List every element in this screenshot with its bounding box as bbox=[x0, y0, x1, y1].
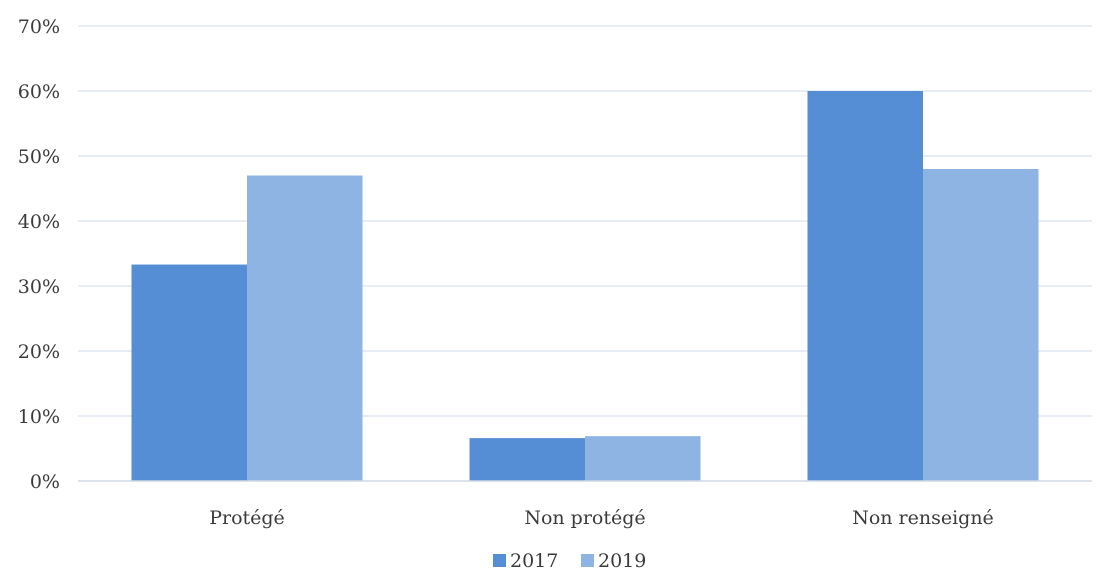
y-tick-label: 0% bbox=[30, 471, 60, 493]
bar-2019-1 bbox=[247, 175, 363, 481]
legend-label-2019: 2019 bbox=[598, 550, 646, 572]
bar-2017-3 bbox=[807, 91, 923, 481]
x-category-label: Protégé bbox=[209, 507, 285, 529]
y-tick-label: 50% bbox=[18, 146, 60, 168]
x-category-label: Non renseigné bbox=[852, 507, 994, 529]
bar-2017-2 bbox=[469, 438, 585, 481]
y-tick-label: 30% bbox=[18, 276, 60, 298]
bars bbox=[131, 91, 1039, 481]
legend-label-2017: 2017 bbox=[510, 550, 558, 572]
bar-2019-3 bbox=[923, 169, 1039, 481]
bar-2017-1 bbox=[131, 264, 247, 481]
y-tick-label: 60% bbox=[18, 81, 60, 103]
x-axis: Protégé Non protégé Non renseigné bbox=[209, 507, 994, 529]
legend-swatch-2017 bbox=[493, 554, 506, 567]
legend-swatch-2019 bbox=[581, 554, 594, 567]
y-tick-label: 40% bbox=[18, 211, 60, 233]
legend: 2017 2019 bbox=[493, 550, 646, 572]
x-category-label: Non protégé bbox=[524, 507, 645, 529]
bar-2019-2 bbox=[585, 436, 701, 481]
y-tick-label: 10% bbox=[18, 406, 60, 428]
y-tick-label: 20% bbox=[18, 341, 60, 363]
y-tick-label: 70% bbox=[18, 16, 60, 38]
y-axis: 0% 10% 20% 30% 40% 50% 60% 70% bbox=[18, 16, 60, 493]
